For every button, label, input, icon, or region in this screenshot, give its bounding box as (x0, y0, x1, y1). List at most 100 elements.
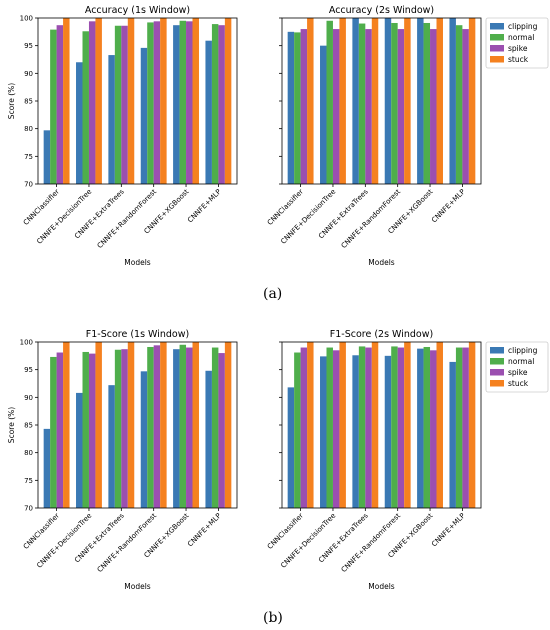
legend-swatch-spike (490, 45, 504, 52)
bar-clipping-2 (352, 355, 359, 508)
bar-normal-5 (455, 25, 463, 185)
bar-normal-5 (211, 24, 219, 184)
y-tick-label: 100 (20, 339, 33, 347)
x-tick-label: CNNFE+RandomForest (340, 188, 403, 251)
bar-spike-5 (462, 29, 469, 184)
bar-clipping-0 (43, 130, 51, 184)
y-tick-label: 80 (24, 125, 33, 133)
bar-clipping-2 (108, 385, 115, 508)
bar-stuck-0 (63, 342, 70, 508)
bar-spike-4 (186, 21, 193, 184)
bar-normal-0 (294, 352, 301, 508)
x-tick-label: CNNFE+DecisionTree (35, 512, 93, 570)
bar-spike-2 (121, 25, 128, 184)
bar-clipping-5 (449, 361, 456, 508)
x-axis-label-2: Models (124, 582, 151, 591)
bar-clipping-3 (384, 18, 392, 184)
bar-spike-1 (332, 29, 340, 184)
bar-clipping-1 (76, 392, 83, 508)
chart-title-0: Accuracy (1s Window) (85, 5, 190, 16)
bar-spike-0 (300, 29, 308, 184)
bar-spike-1 (332, 350, 340, 508)
bar-normal-4 (423, 346, 431, 508)
y-tick-label: 90 (24, 70, 33, 78)
bar-clipping-3 (140, 47, 148, 184)
bar-normal-5 (211, 347, 219, 508)
bar-normal-3 (391, 346, 398, 508)
bar-stuck-0 (307, 342, 314, 508)
x-tick-label: CNNFE+DecisionTree (279, 512, 337, 570)
x-tick-label: CNNFE+MLP (186, 188, 223, 225)
y-tick-label: 95 (24, 366, 33, 374)
y-tick-label: 80 (24, 449, 33, 457)
x-tick-label: CNNFE+DecisionTree (35, 188, 93, 246)
legend-swatch-clipping (490, 23, 504, 30)
x-axis-label-0: Models (124, 258, 151, 267)
bar-normal-2 (114, 349, 122, 508)
bar-normal-2 (358, 346, 366, 508)
bar-spike-5 (218, 25, 225, 185)
bar-stuck-3 (160, 18, 167, 184)
chart-title-3: F1-Score (2s Window) (330, 329, 433, 340)
bar-normal-5 (455, 347, 463, 508)
bar-clipping-1 (320, 356, 327, 508)
bar-clipping-1 (320, 45, 327, 184)
bar-spike-5 (462, 347, 469, 508)
bar-stuck-3 (404, 342, 411, 508)
bar-spike-0 (300, 347, 308, 508)
legend-swatch-stuck (490, 56, 504, 63)
bar-normal-0 (50, 29, 57, 185)
bar-stuck-0 (307, 18, 314, 184)
x-tick-label: CNNFE+RandomForest (340, 512, 403, 575)
bar-stuck-3 (404, 18, 411, 184)
y-tick-label: 75 (24, 477, 33, 485)
legend-label-stuck: stuck (508, 55, 529, 64)
bar-clipping-0 (287, 31, 295, 185)
legend-swatch-spike (490, 369, 504, 376)
bar-stuck-4 (436, 342, 443, 508)
bar-stuck-5 (468, 18, 476, 184)
y-tick-label: 90 (24, 394, 33, 402)
bar-normal-1 (326, 347, 333, 508)
legend-swatch-stuck (490, 380, 504, 387)
bar-clipping-4 (417, 18, 424, 184)
y-axis-label-2: Score (%) (7, 407, 16, 443)
legend-label-normal: normal (508, 33, 534, 42)
bar-spike-5 (218, 353, 225, 508)
bar-clipping-4 (173, 25, 180, 185)
bar-normal-3 (147, 22, 154, 184)
bar-normal-3 (391, 22, 398, 185)
bar-spike-4 (430, 29, 437, 184)
bar-normal-1 (326, 20, 333, 185)
legend-label-clipping: clipping (508, 346, 538, 355)
y-tick-label: 85 (24, 98, 33, 106)
bar-stuck-4 (192, 342, 199, 508)
bar-clipping-5 (449, 18, 456, 184)
bar-spike-2 (365, 29, 372, 184)
bar-stuck-0 (63, 18, 70, 184)
bar-stuck-2 (127, 18, 135, 184)
bar-spike-0 (56, 352, 64, 508)
x-axis-label-3: Models (368, 582, 395, 591)
bar-stuck-2 (371, 342, 379, 508)
bar-stuck-1 (95, 342, 102, 508)
bar-clipping-4 (417, 348, 424, 508)
bar-stuck-5 (468, 342, 476, 508)
bar-stuck-5 (224, 342, 232, 508)
bar-clipping-4 (173, 349, 180, 508)
bar-spike-1 (88, 21, 96, 184)
bar-clipping-5 (205, 40, 212, 184)
legend-label-spike: spike (508, 368, 528, 377)
legend-swatch-normal (490, 34, 504, 41)
y-tick-label: 70 (24, 181, 33, 189)
legend-label-normal: normal (508, 357, 534, 366)
legend-label-stuck: stuck (508, 379, 529, 388)
bar-stuck-3 (160, 342, 167, 508)
bar-spike-3 (153, 21, 161, 184)
x-axis-label-1: Models (368, 258, 395, 267)
bar-stuck-1 (339, 342, 346, 508)
x-tick-label: CNNFE+MLP (430, 512, 467, 549)
y-tick-label: 100 (20, 15, 33, 23)
legend-box-1 (485, 17, 549, 69)
